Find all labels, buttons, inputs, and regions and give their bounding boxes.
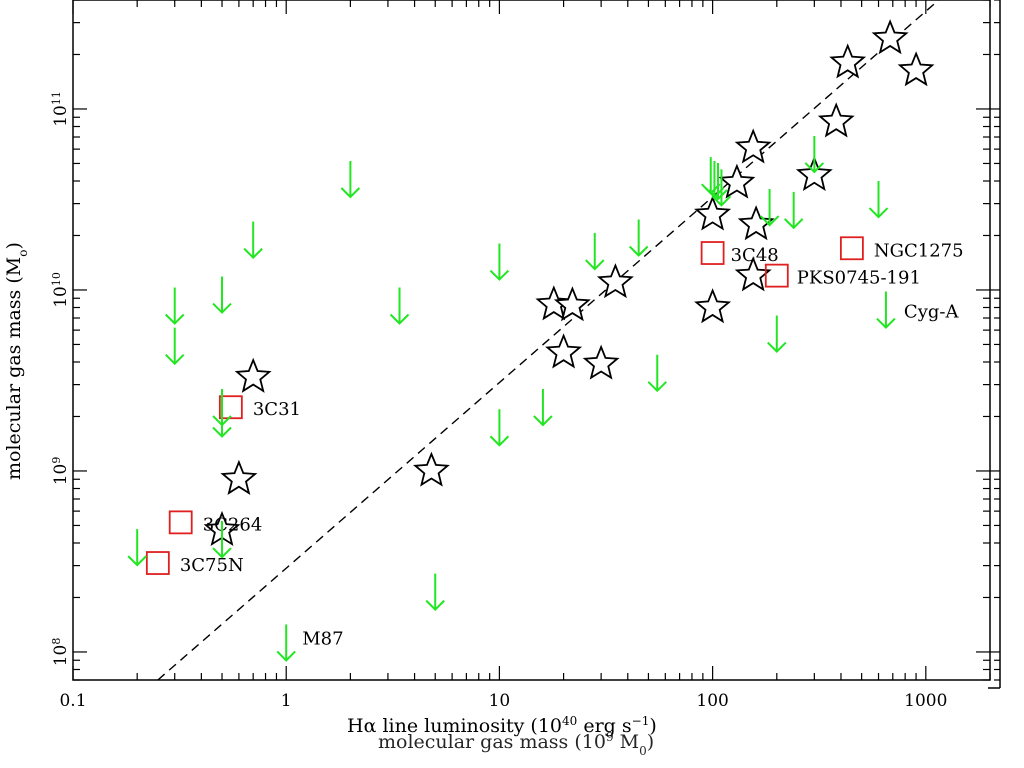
upper-limit-arrow	[876, 291, 896, 329]
upper-limit-arrow	[628, 219, 649, 257]
upper-limit-arrow	[489, 409, 510, 447]
star-point	[817, 102, 855, 138]
upper-limit-arrow	[425, 573, 445, 612]
tick-labels: 0.1 1 10 100 1000 108 109 1010 1011	[50, 91, 948, 711]
upper-limit-arrow	[165, 287, 185, 325]
star-point	[582, 344, 620, 380]
x-tick-label: 1000	[904, 691, 947, 711]
star-point	[413, 451, 450, 487]
star-point	[596, 263, 634, 299]
star-point	[694, 195, 732, 231]
star-point	[737, 205, 775, 241]
y-tick-label: 108	[50, 638, 72, 667]
upper-limit-arrow	[783, 191, 804, 230]
square-point	[764, 263, 789, 288]
upper-limit-arrow	[389, 287, 410, 325]
axis-ticks	[72, 0, 1000, 681]
point-label: 3C75N	[180, 555, 244, 576]
y-axis-label: molecular gas mass (Mo)	[3, 242, 30, 480]
upper-limit-arrow	[340, 160, 361, 199]
star-point	[897, 51, 935, 87]
star-point	[734, 128, 772, 164]
point-label: NGC1275	[874, 240, 964, 261]
trend-line	[157, 0, 940, 680]
y-tick-label: 109	[50, 457, 72, 486]
star-point	[718, 163, 756, 199]
star-point	[871, 19, 909, 55]
x-tick-label: 1	[281, 691, 292, 711]
upper-limit-arrow	[212, 388, 232, 427]
upper-limit-arrow	[243, 221, 263, 260]
point-label: 3C48	[731, 245, 779, 266]
upper-limit-arrow	[212, 276, 232, 314]
x-tick-label: 10	[489, 691, 511, 711]
x-tick-label: 100	[696, 691, 728, 711]
upper-limit-arrow	[127, 529, 147, 567]
star-point	[795, 155, 833, 192]
x-tick-label: 0.1	[59, 691, 86, 711]
upper-limit-arrow	[212, 521, 232, 559]
star-point	[545, 333, 583, 369]
upper-limit-arrow	[804, 135, 825, 174]
y-tick-label: 1010	[50, 272, 72, 308]
y-tick-label: 1011	[50, 91, 72, 127]
x-axis-overlap-text: molecular gas mass (109 M0)	[378, 730, 654, 758]
upper-limit-arrow	[711, 169, 732, 207]
star-point	[553, 286, 591, 322]
point-label: M87	[302, 628, 343, 649]
square-point	[839, 236, 864, 261]
trend-line-group	[157, 0, 940, 680]
point-label: PKS0745-191	[797, 268, 921, 289]
upper-limit-arrow	[165, 327, 185, 366]
upper-limit-arrow	[489, 243, 510, 281]
x-axis-label: Hα line luminosity (1040 erg s−1)	[347, 714, 657, 737]
data-marks: 3C31 3C264 3C75N 3C48 PKS0745-191 NGC1275 M87 C…	[127, 19, 964, 662]
upper-limit-arrow	[708, 162, 728, 201]
upper-limit-arrow	[767, 315, 787, 353]
square-point	[218, 395, 243, 420]
point-label: Cyg-A	[904, 302, 960, 323]
square-point	[700, 241, 725, 265]
plot-frame	[72, 0, 991, 681]
star-point	[829, 43, 867, 79]
upper-limit-arrow	[585, 233, 605, 271]
square-point	[145, 551, 170, 575]
star-point	[694, 288, 732, 324]
square-point	[168, 510, 193, 535]
point-label: 3C31	[253, 399, 301, 420]
upper-limit-arrow	[759, 189, 780, 227]
upper-limit-arrow	[276, 624, 296, 662]
point-label: 3C264	[203, 514, 263, 535]
upper-limit-arrow	[647, 354, 667, 393]
upper-limit-arrow	[868, 181, 889, 219]
star-point	[234, 357, 272, 393]
star-point	[220, 459, 258, 495]
upper-limit-arrow	[533, 388, 553, 427]
